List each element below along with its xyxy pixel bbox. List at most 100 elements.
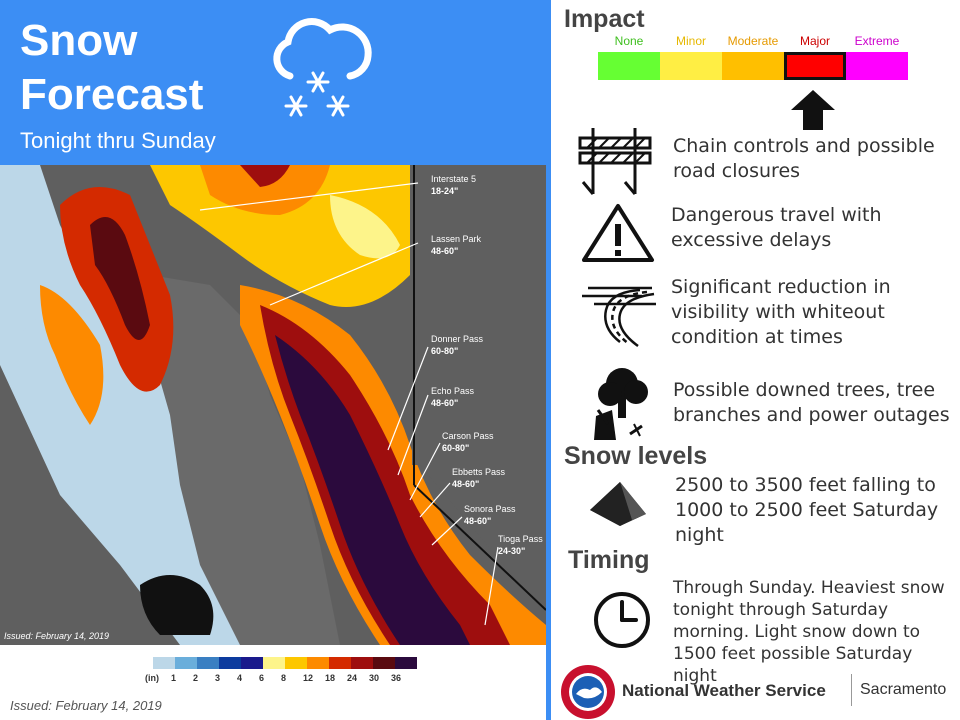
legend-color-bar [153,657,417,669]
mountain-icon [590,482,646,526]
callout-tioga-pass: Tioga Pass 24-30" [498,533,543,557]
panel-divider [546,0,551,720]
impact-item-text: Dangerous travel with excessive delays [671,203,882,253]
snow-levels-heading: Snow levels [564,442,708,470]
snowfall-map: Interstate 5 18-24" Lassen Park 48-60" D… [0,165,546,645]
legend-tick-label: 3 [215,673,221,683]
text-line: visibility with whiteout [671,301,885,323]
callout-echo-pass: Echo Pass 48-60" [431,385,474,409]
text-line: branches and power outages [673,404,950,426]
impact-level-swatch [660,52,722,80]
text-line: Possible downed trees, tree [673,379,936,401]
map-issued-date: Issued: February 14, 2019 [4,631,110,641]
legend-tick-label: 1 [171,673,177,683]
nws-office-name: Sacramento [860,681,947,698]
page-subtitle: Tonight thru Sunday [20,128,216,153]
legend-tick-label: 30 [369,673,380,683]
impact-level-swatch [598,52,660,80]
impact-level-swatch [722,52,784,80]
callout-amount: 48-60" [431,246,459,256]
timing-heading: Timing [568,546,650,574]
text-line: road closures [673,160,801,182]
legend-swatch [263,657,285,669]
impact-scale [598,52,908,80]
callout-amount: 18-24" [431,186,459,196]
road-barrier-icon [578,128,652,195]
text-line: Significant reduction in [671,276,891,298]
impact-level-swatch [784,52,846,80]
callout-name: Ebbetts Pass [452,467,506,477]
page-title: Snow Forecast [20,14,280,122]
text-line: 1000 to 2500 feet Saturday [675,499,939,521]
callout-amount: 48-60" [464,516,492,526]
legend-swatch [241,657,263,669]
callout-carson-pass: Carson Pass 60-80" [442,430,494,454]
callout-name: Tioga Pass [498,534,543,544]
nws-org-name: National Weather Service [622,681,826,700]
text-line: tonight through Saturday [673,600,889,620]
timing-text: Through Sunday. Heaviest snow tonight th… [673,577,960,687]
warning-triangle-icon [582,204,654,262]
callout-lassen-park: Lassen Park 48-60" [431,233,481,257]
header-band [0,0,548,165]
legend-swatch [373,657,395,669]
legend-unit: (in) [145,673,159,683]
callout-name: Sonora Pass [464,504,516,514]
legend-swatch [351,657,373,669]
callout-name: Lassen Park [431,234,482,244]
legend-tick-label: 24 [347,673,358,683]
callout-ebbetts-pass: Ebbetts Pass 48-60" [452,466,505,490]
text-line: night [675,524,724,546]
callout-amount: 60-80" [442,443,470,453]
clock-icon [594,592,650,648]
legend-swatch [395,657,417,669]
impact-item-text: Possible downed trees, tree branches and… [673,378,950,428]
legend-tick-label: 12 [303,673,314,683]
callout-name: Donner Pass [431,334,484,344]
issued-date: Issued: February 14, 2019 [10,698,162,713]
callout-name: Interstate 5 [431,174,477,184]
text-line: condition at times [671,326,843,348]
impact-level-label: Extreme [854,34,900,48]
callout-name: Echo Pass [431,386,475,396]
impact-scale-labels: None Minor Moderate Major Extreme [598,34,908,50]
impact-level-label: Major [799,34,830,48]
legend-tick-label: 2 [193,673,199,683]
text-line: 2500 to 3500 feet falling to [675,474,936,496]
text-line: excessive delays [671,229,832,251]
legend-tick-label: 6 [259,673,265,683]
text-line: Dangerous travel with [671,204,882,226]
text-line: Chain controls and possible [673,135,935,157]
text-line: 1500 feet possible Saturday night [673,644,913,686]
callout-name: Carson Pass [442,431,494,441]
callout-amount: 48-60" [431,398,459,408]
legend-tick-label: 36 [391,673,402,683]
legend-tick-label: 18 [325,673,336,683]
legend-swatch [197,657,219,669]
impact-level-label: Minor [675,34,706,48]
impact-heading: Impact [564,5,645,33]
legend-labels: (in) 1 2 3 4 6 8 12 18 24 30 36 [145,673,417,687]
impact-level-label: None [614,34,644,48]
legend-swatch [153,657,175,669]
callout-sonora-pass: Sonora Pass 48-60" [464,503,516,527]
whiteout-road-icon [582,286,656,348]
footer-separator [851,674,852,706]
title-line-2: Forecast [20,70,204,119]
legend-tick-label: 4 [237,673,243,683]
snowfall-map-graphic [0,165,546,645]
snow-levels-text: 2500 to 3500 feet falling to 1000 to 250… [675,473,938,548]
callout-amount: 24-30" [498,546,526,556]
downed-tree-icon [594,368,648,440]
callout-donner-pass: Donner Pass 60-80" [431,333,483,357]
callout-amount: 48-60" [452,479,480,489]
legend-swatch [285,657,307,669]
impact-level-label: Moderate [727,34,779,48]
snow-cloud-icon [273,18,372,117]
legend-tick-label: 8 [281,673,287,683]
legend-swatch [219,657,241,669]
title-line-1: Snow [20,16,138,65]
legend-swatch [307,657,329,669]
impact-item-text: Significant reduction in visibility with… [671,275,891,350]
text-line: Through Sunday. Heaviest snow [673,578,945,598]
